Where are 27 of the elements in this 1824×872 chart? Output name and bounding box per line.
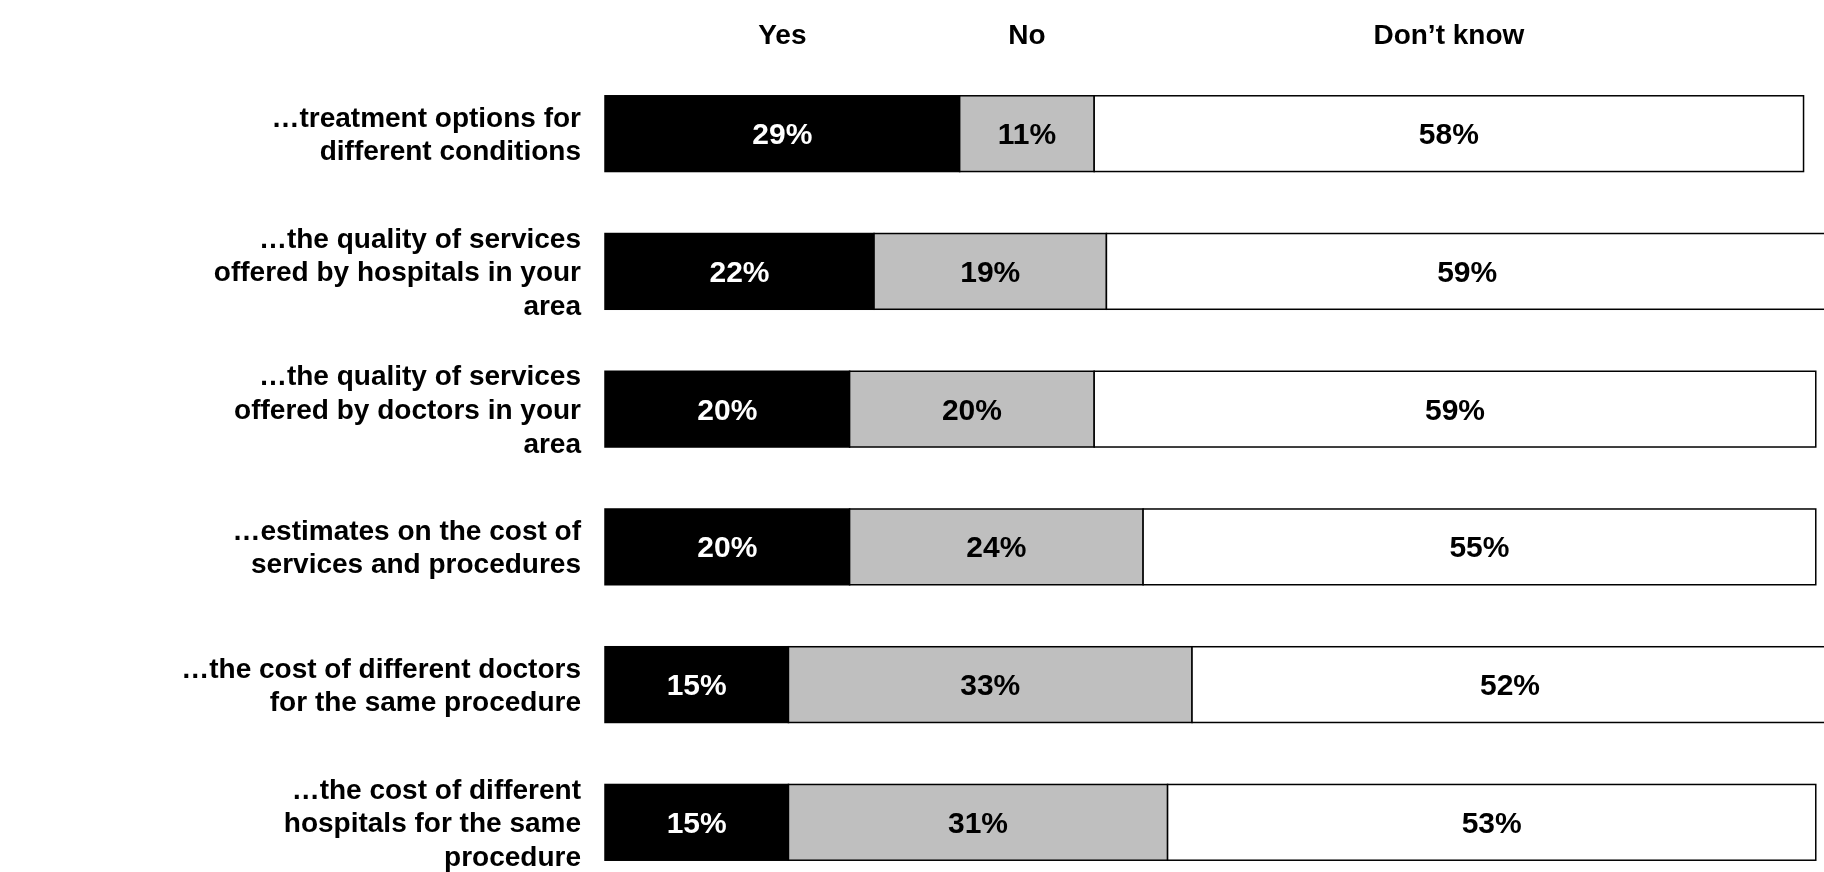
data-label: 55% <box>1449 530 1510 564</box>
data-label: 20% <box>697 392 758 426</box>
data-label: 24% <box>966 530 1027 564</box>
data-label: 59% <box>1437 254 1498 288</box>
y-tick-label: …treatment options for different conditions <box>271 101 582 167</box>
data-label: 19% <box>960 254 1021 288</box>
data-label: 52% <box>1480 668 1541 702</box>
series-label: No <box>1008 19 1046 50</box>
y-tick-label: …the quality of services offered by doctors in your area <box>234 360 582 459</box>
data-label: 58% <box>1418 117 1479 151</box>
data-label: 22% <box>709 254 770 288</box>
data-label: 15% <box>666 668 727 702</box>
data-label: 20% <box>697 530 758 564</box>
data-label: 29% <box>752 117 813 151</box>
data-label: 31% <box>947 805 1009 839</box>
data-label: 59% <box>1424 392 1486 426</box>
series-label: Don’t know <box>1373 19 1525 50</box>
series-label: Yes <box>758 19 807 50</box>
y-tick-label: …the cost of different doctors for the same procedure <box>181 652 581 718</box>
y-tick-label: …the quality of services offered by hospitals in your area <box>213 222 582 321</box>
data-label: 53% <box>1461 805 1522 839</box>
y-tick-label: …the cost of different hospitals for the same procedure <box>283 773 581 872</box>
data-label: 11% <box>997 117 1057 151</box>
y-tick-label: …estimates on the cost of services and procedures <box>232 514 582 580</box>
data-label: 15% <box>666 805 727 839</box>
data-label: 33% <box>960 668 1021 702</box>
data-label: 20% <box>941 392 1002 426</box>
